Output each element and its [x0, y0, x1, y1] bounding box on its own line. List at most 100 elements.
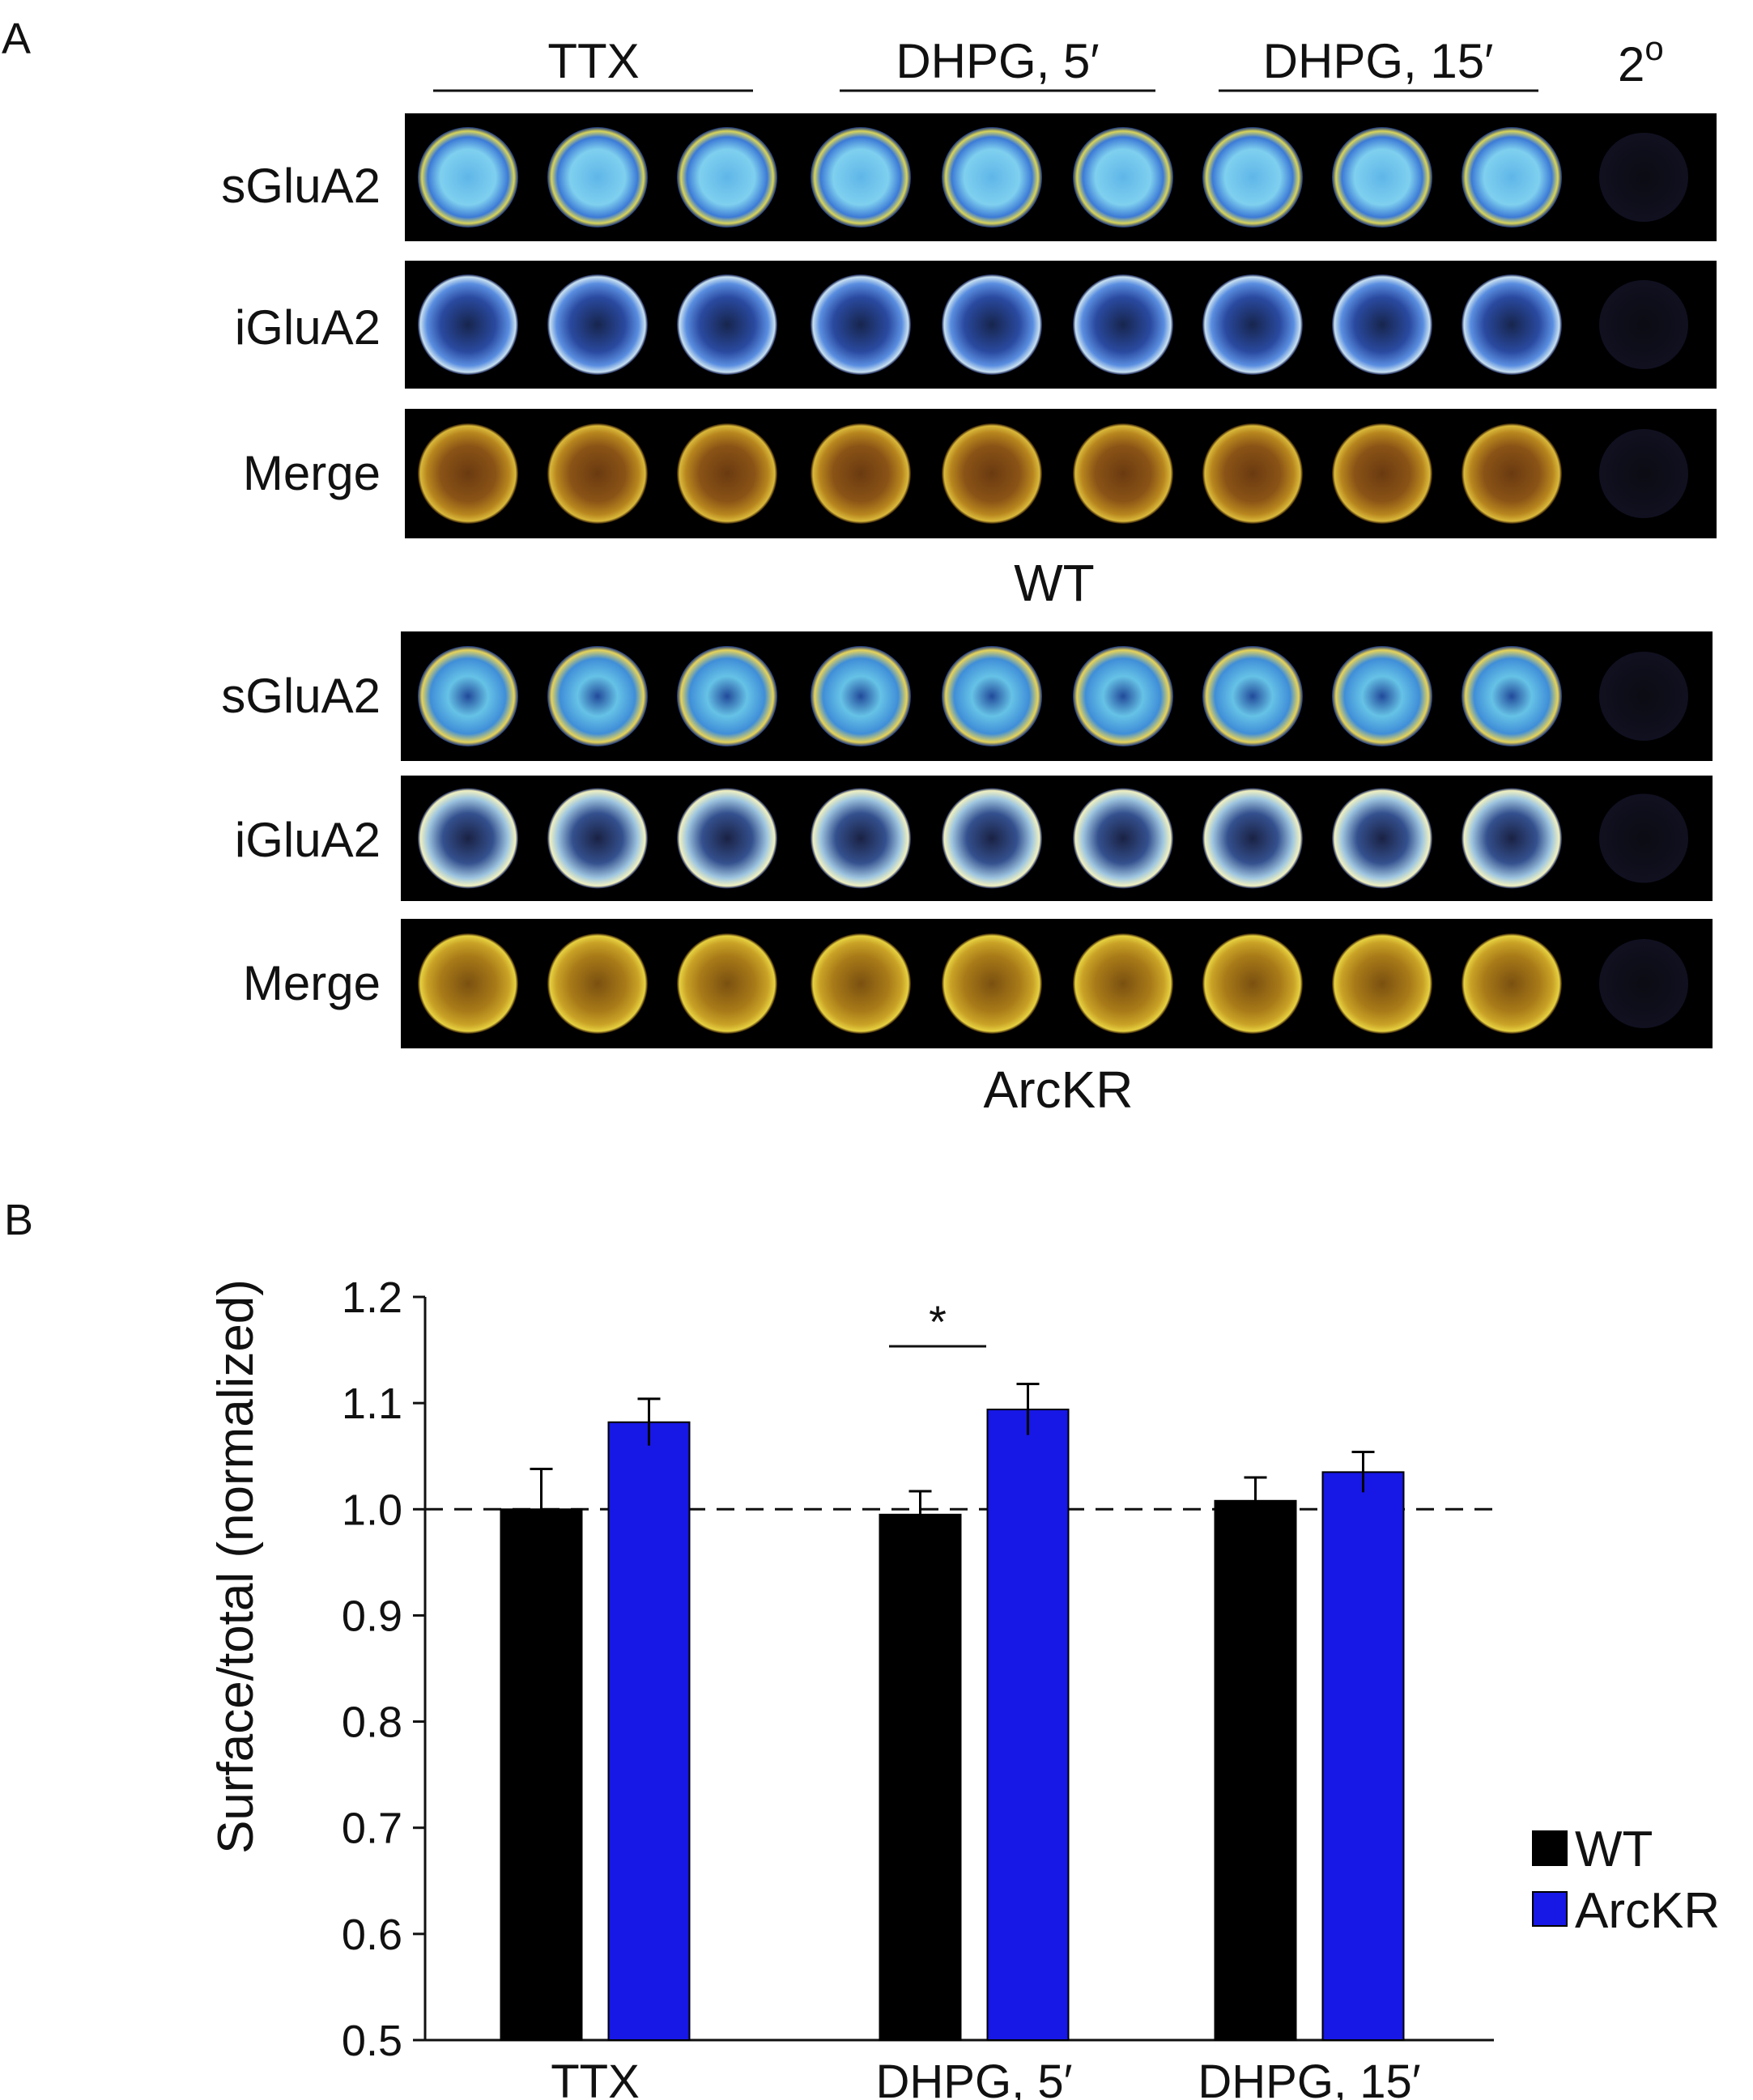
column-header-dhpg-15: DHPG, 15′	[1263, 34, 1494, 88]
blot-dot-secondary-control	[1599, 280, 1688, 369]
blot-dot	[942, 933, 1042, 1034]
y-tick-label: 1.0	[342, 1486, 402, 1534]
x-tick-label: DHPG, 5′	[876, 2055, 1073, 2100]
blot-dot	[418, 127, 518, 227]
blot-dot	[1332, 423, 1432, 524]
row-label-wt-sglua2: sGluA2	[221, 159, 381, 213]
column-header-secondary: 2o	[1618, 29, 1664, 91]
blot-dot	[942, 274, 1042, 375]
blot-dot	[1202, 646, 1303, 746]
blot-dot	[1462, 933, 1562, 1034]
blot-dot	[1332, 788, 1432, 889]
blot-dot	[547, 933, 648, 1034]
blot-dot	[1202, 788, 1303, 889]
blot-dot	[1462, 646, 1562, 746]
blot-dot	[1332, 933, 1432, 1034]
bars	[500, 1383, 1405, 2042]
blot-dot	[677, 274, 777, 375]
x-tick-label: TTX	[551, 2055, 640, 2100]
blot-dot	[811, 646, 911, 746]
blot-dot	[1462, 423, 1562, 524]
column-header-dhpg-5: DHPG, 5′	[896, 34, 1099, 88]
blot-dot	[942, 423, 1042, 524]
blot-dot	[547, 646, 648, 746]
x-tick-labels: TTX DHPG, 5′ DHPG, 15′	[551, 2055, 1420, 2100]
blot-dot-secondary-control	[1599, 793, 1688, 883]
blot-dot	[1202, 933, 1303, 1034]
blot-dot	[1073, 646, 1173, 746]
row-label-wt-merge: Merge	[243, 446, 381, 500]
blot-dot	[942, 788, 1042, 889]
y-tick-label: 0.9	[342, 1592, 402, 1640]
blot-dot	[811, 788, 911, 889]
blot-dot	[1332, 274, 1432, 375]
blot-dot	[1332, 646, 1432, 746]
blot-strip-wt-merge	[405, 409, 1717, 538]
blot-dot	[811, 933, 911, 1034]
y-tick-label: 1.1	[342, 1379, 402, 1428]
bar-wt-2	[1214, 1499, 1297, 2041]
blot-dot-secondary-control	[1599, 652, 1688, 741]
y-tick-label: 1.2	[342, 1273, 402, 1322]
blot-dot	[1073, 274, 1173, 375]
blot-dot-secondary-control	[1599, 939, 1688, 1028]
blot-dot	[1462, 274, 1562, 375]
blot-dot-secondary-control	[1599, 429, 1688, 518]
blot-dot	[942, 646, 1042, 746]
blot-dot	[1202, 127, 1303, 227]
blot-strip-arckr-iglua2	[401, 776, 1713, 901]
blot-dot	[418, 423, 518, 524]
blot-dot	[418, 933, 518, 1034]
panel-b-letter: B	[4, 1196, 33, 1244]
column-header-ttx: TTX	[547, 34, 639, 88]
row-label-arckr-iglua2: iGluA2	[235, 813, 381, 867]
blot-dot	[547, 127, 648, 227]
y-tick-label: 0.5	[342, 2017, 402, 2065]
blot-dot	[418, 274, 518, 375]
blot-dot	[1332, 127, 1432, 227]
blot-dot	[811, 423, 911, 524]
secondary-label-sup: o	[1645, 29, 1663, 67]
blot-dot	[1202, 423, 1303, 524]
bar-arckr-0	[607, 1421, 691, 2041]
row-label-wt-iglua2: iGluA2	[235, 300, 381, 355]
blot-dot	[547, 788, 648, 889]
y-tick-label: 0.6	[342, 1911, 402, 1959]
bar-wt-0	[500, 1508, 583, 2042]
x-tick-label: DHPG, 15′	[1198, 2055, 1420, 2100]
bar-arckr-1	[986, 1409, 1070, 2042]
blot-dot	[677, 127, 777, 227]
blot-dot	[677, 423, 777, 524]
blot-dot	[811, 127, 911, 227]
blot-strip-arckr-sglua2	[401, 631, 1713, 761]
blot-dot	[1202, 274, 1303, 375]
blot-dot	[1462, 127, 1562, 227]
blot-dot	[418, 646, 518, 746]
legend: WT ArcKR	[1532, 1822, 1720, 1939]
panel-a-letter: A	[2, 15, 31, 63]
y-axis-label: Surface/total (normalized)	[208, 1279, 264, 1854]
blot-dot-secondary-control	[1599, 133, 1688, 222]
blot-dot	[677, 646, 777, 746]
blot-dot	[418, 788, 518, 889]
row-label-arckr-sglua2: sGluA2	[221, 669, 381, 723]
blot-strip-wt-sglua2	[405, 113, 1717, 241]
bar-arckr-2	[1321, 1471, 1405, 2041]
legend-label-wt: WT	[1575, 1822, 1653, 1877]
legend-swatch-wt	[1532, 1830, 1568, 1866]
bar-chart: Surface/total (normalized) 0.50.60.70.80…	[208, 1273, 1720, 2100]
blot-dot	[677, 788, 777, 889]
blot-dot	[547, 274, 648, 375]
y-ticks: 0.5 0.6 0.7 0.8 0.9 1.0 1.1 1.2	[342, 1273, 425, 2065]
blot-dot	[942, 127, 1042, 227]
blot-strip-wt-iglua2	[405, 261, 1717, 389]
blot-dot	[677, 933, 777, 1034]
blot-dot	[811, 274, 911, 375]
y-tick-label: 0.8	[342, 1698, 402, 1747]
blot-dot	[1073, 423, 1173, 524]
bar-wt-1	[879, 1513, 962, 2042]
significance-marker: *	[929, 1296, 947, 1347]
blot-dot	[1073, 127, 1173, 227]
blot-dot	[1073, 788, 1173, 889]
